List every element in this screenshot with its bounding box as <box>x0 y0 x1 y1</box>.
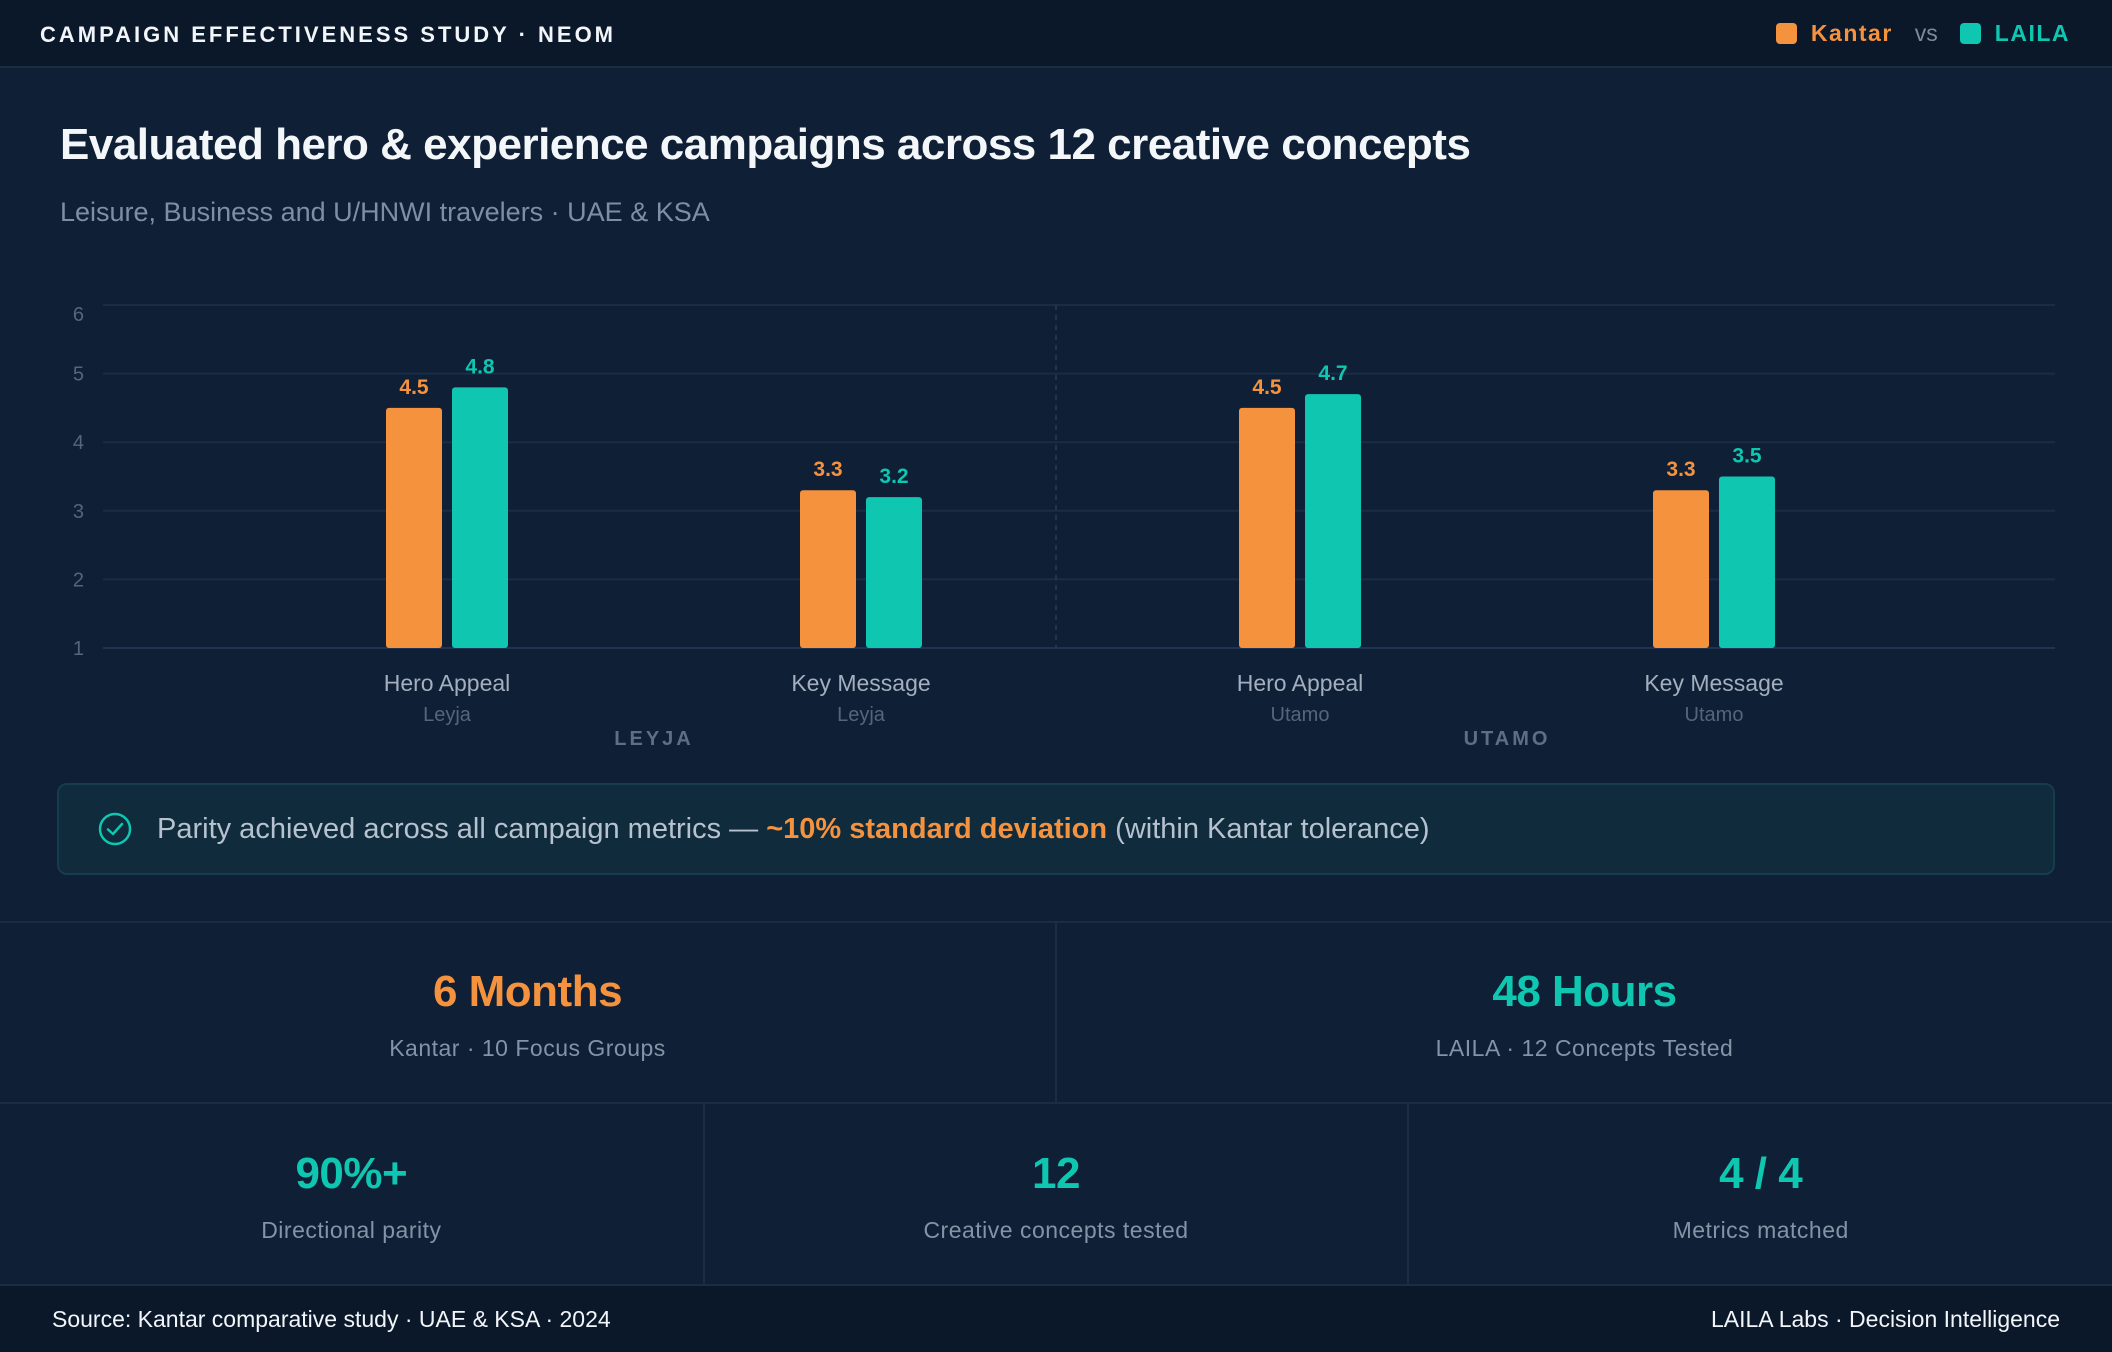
page-subtitle: Leisure, Business and U/HNWI travelers ·… <box>60 197 710 227</box>
bar-kantar <box>386 407 442 648</box>
check-circle-icon <box>98 812 132 846</box>
footer-credit: LAILA Labs · Decision Intelligence <box>1710 1306 2060 1332</box>
study-title: CAMPAIGN EFFECTIVENESS STUDY · NEOM <box>40 22 617 47</box>
category-label: Key Message <box>791 670 930 696</box>
callout-highlight: ~10% standard deviation <box>766 812 1108 845</box>
stat-laila-duration: 48 Hours LAILA · 12 Concepts Tested <box>1055 923 2112 1102</box>
category-sublabel: Utamo <box>1685 704 1744 726</box>
stats-bottom-row: 90%+ Directional parity 12 Creative conc… <box>0 1104 2112 1286</box>
y-tick-label: 1 <box>73 638 84 660</box>
value-label-kantar: 3.3 <box>813 458 842 481</box>
legend: Kantar vs LAILA <box>1775 20 2070 47</box>
stat-value: 6 Months <box>432 967 623 1016</box>
stat-concepts-tested: 12 Creative concepts tested <box>702 1104 1408 1284</box>
value-label-laila: 4.7 <box>1318 362 1347 385</box>
stat-label: Directional parity <box>261 1217 442 1243</box>
kantar-swatch-icon <box>1775 23 1797 44</box>
top-bar: CAMPAIGN EFFECTIVENESS STUDY · NEOM Kant… <box>0 0 2112 68</box>
callout-text: Parity achieved across all campaign metr… <box>157 813 1429 846</box>
stat-label: LAILA · 12 Concepts Tested <box>1435 1035 1734 1061</box>
value-label-kantar: 4.5 <box>1252 376 1282 399</box>
category-sublabel: Utamo <box>1271 704 1330 726</box>
y-tick-label: 2 <box>73 569 84 591</box>
y-tick-label: 3 <box>73 501 84 523</box>
bar-kantar <box>800 490 856 648</box>
value-label-kantar: 3.3 <box>1666 458 1695 481</box>
category-label: Key Message <box>1644 670 1783 696</box>
legend-kantar: Kantar <box>1810 20 1893 46</box>
bar-laila <box>866 497 922 648</box>
y-tick-label: 5 <box>73 364 84 386</box>
value-label-laila: 3.2 <box>879 465 908 488</box>
bar-laila <box>452 387 508 648</box>
stat-metrics-matched: 4 / 4 Metrics matched <box>1407 1104 2112 1284</box>
bar-chart: 1 2 3 4 5 6 4.5 4.8 Hero Appeal Leyja 3.3 3.2 Key Me… <box>73 304 2055 750</box>
group-label: LEYJA <box>614 728 693 750</box>
category-label: Hero Appeal <box>384 670 511 696</box>
callout-suffix: (within Kantar tolerance) <box>1107 812 1430 845</box>
value-label-laila: 4.8 <box>465 355 495 378</box>
bar-kantar <box>1239 407 1295 648</box>
laila-swatch-icon <box>1959 23 1981 44</box>
stat-value: 48 Hours <box>1492 967 1677 1016</box>
bar-kantar <box>1653 490 1709 648</box>
stat-value: 90%+ <box>295 1149 408 1198</box>
bar-laila <box>1719 476 1775 648</box>
parity-callout: Parity achieved across all campaign metr… <box>57 783 2055 875</box>
stat-kantar-duration: 6 Months Kantar · 10 Focus Groups <box>0 923 1055 1102</box>
y-tick-label: 6 <box>73 304 84 326</box>
category-sublabel: Leyja <box>423 704 472 726</box>
stat-directional-parity: 90%+ Directional parity <box>0 1104 703 1284</box>
stat-label: Metrics matched <box>1672 1217 1849 1243</box>
stat-label: Kantar · 10 Focus Groups <box>389 1035 666 1061</box>
footer-source: Source: Kantar comparative study · UAE &… <box>52 1306 611 1332</box>
y-tick-label: 4 <box>73 432 84 454</box>
legend-laila: LAILA <box>1994 20 2070 46</box>
footer: Source: Kantar comparative study · UAE &… <box>0 1286 2112 1352</box>
group-label: UTAMO <box>1464 728 1551 750</box>
value-label-laila: 3.5 <box>1732 445 1762 468</box>
bar-laila <box>1305 394 1361 648</box>
page-title: Evaluated hero & experience campaigns ac… <box>60 120 1471 169</box>
stats-top-row: 6 Months Kantar · 10 Focus Groups 48 Hou… <box>0 921 2112 1104</box>
category-label: Hero Appeal <box>1237 670 1364 696</box>
category-sublabel: Leyja <box>837 704 886 726</box>
stat-label: Creative concepts tested <box>923 1217 1189 1243</box>
value-label-kantar: 4.5 <box>399 376 429 399</box>
legend-vs: vs <box>1914 20 1938 46</box>
stat-value: 4 / 4 <box>1719 1149 1803 1198</box>
stat-value: 12 <box>1032 1149 1080 1198</box>
callout-prefix: Parity achieved across all campaign metr… <box>157 812 767 845</box>
